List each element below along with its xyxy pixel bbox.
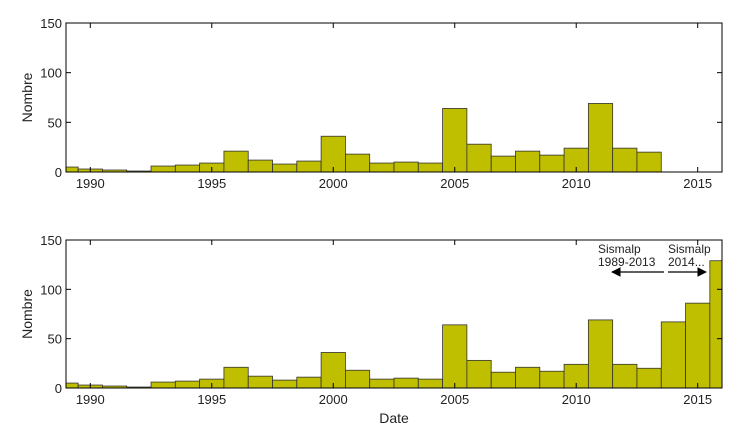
plot-frame [65,239,723,389]
bar [369,162,395,172]
x-tick-label: 1990 [76,176,105,191]
bar [150,381,176,388]
bar [223,150,249,172]
annotation: Sismalp [598,242,641,256]
bar [150,165,176,172]
bar [174,380,201,388]
bar [345,153,371,172]
bar [490,155,516,172]
bar [247,159,273,172]
x-tick-label: 2010 [562,392,591,407]
plot-frame [65,22,723,173]
y-tick-label: 0 [55,165,62,180]
annotation: Sismalp [668,242,711,256]
x-tick-label: 1995 [197,392,226,407]
bar [247,375,273,388]
bar [587,103,614,172]
bar [223,366,249,388]
bar [174,164,201,172]
bar [685,302,711,388]
y-tick-label: 100 [40,66,62,81]
bar [490,371,516,388]
x-tick-label: 2010 [562,176,591,191]
bar [515,366,541,388]
bar [417,378,443,388]
bar [296,376,322,388]
bar [320,135,346,172]
y-tick-label: 0 [55,381,62,396]
bars [66,260,722,388]
x-tick-label: 2000 [319,392,348,407]
y-tick-label: 150 [40,233,62,248]
bar [612,363,638,388]
y-tick-label: 50 [48,115,62,130]
bar [539,370,565,388]
bar [636,151,662,172]
bar [345,369,371,388]
bar [272,379,298,388]
bar [296,160,322,172]
y-tick-label: 50 [48,332,62,347]
bar [417,162,443,172]
x-tick-label: 2005 [440,176,469,191]
x-tick-label: 2000 [319,176,348,191]
bar [272,163,298,172]
bar [587,319,614,388]
bar [393,161,419,172]
y-tick-label: 100 [40,282,62,297]
x-tick-label: 2005 [440,392,469,407]
bar [539,154,565,172]
y-axis-label: Nombre [19,289,35,339]
x-tick-label: 1995 [197,176,226,191]
bars [66,103,662,172]
bar [393,377,419,388]
x-tick-label: 1990 [76,392,105,407]
y-axis-label: Nombre [19,72,35,122]
annotation: 2014... [668,255,705,269]
bar [466,143,492,172]
x-tick-label: 2015 [683,176,712,191]
bar [660,321,686,388]
y-tick-label: 150 [40,16,62,31]
bar [320,352,346,388]
bar [709,260,722,388]
x-axis-label: Date [379,410,409,426]
bar [442,324,468,388]
annotation: 1989-2013 [598,255,656,269]
x-tick-label: 2015 [683,392,712,407]
bar [636,367,662,388]
bar [369,378,395,388]
bar [612,147,638,172]
bar [515,150,541,172]
bar [442,108,468,172]
bar [466,359,492,388]
